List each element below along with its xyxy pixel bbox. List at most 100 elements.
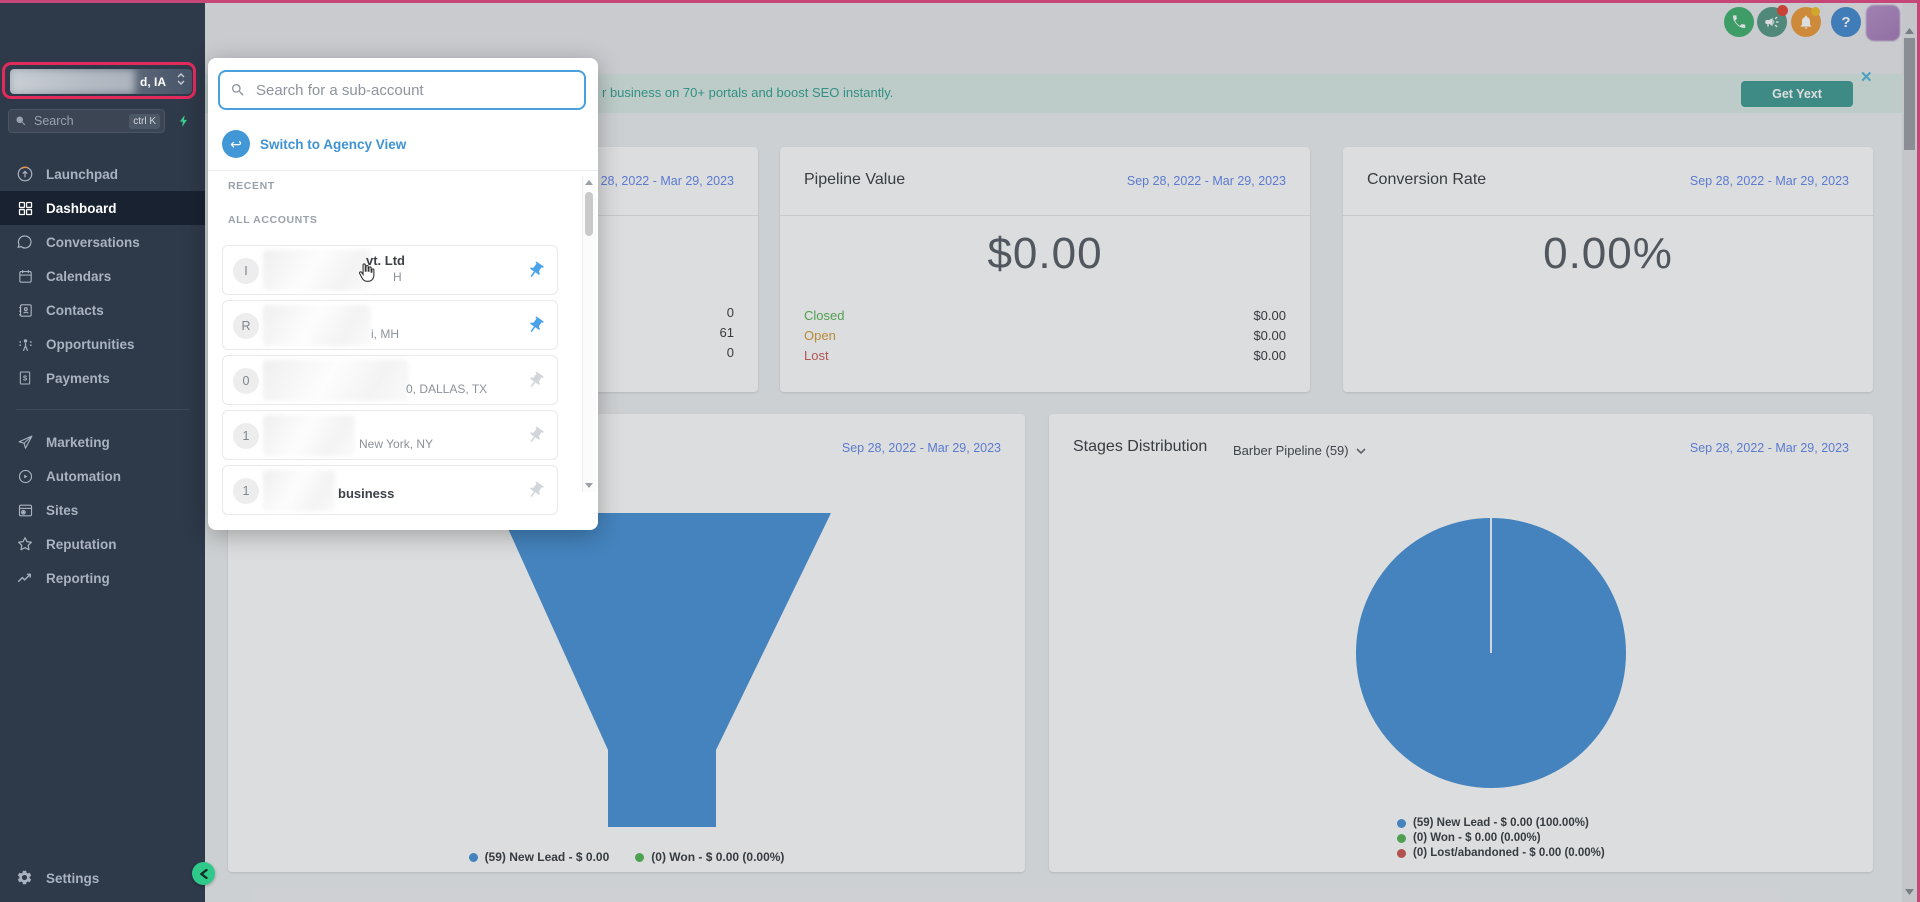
scrollbar-thumb[interactable]: [1904, 38, 1915, 150]
search-input[interactable]: [32, 113, 130, 129]
legend-item: (0) Won - $ 0.00 (0.00%): [1397, 832, 1605, 844]
sidebar-item-marketing[interactable]: Marketing: [0, 425, 205, 459]
card-header: Sep 28, 2022 - Mar 29, 2023: [228, 414, 1025, 482]
subaccount-search-input[interactable]: [254, 80, 574, 100]
status-label: Closed: [804, 307, 845, 323]
notifications-badge: [1811, 7, 1820, 16]
scroll-up-icon[interactable]: [1905, 28, 1914, 34]
payments-icon: $: [16, 369, 34, 387]
sidebar-item-opportunities[interactable]: Opportunities: [0, 327, 205, 361]
phone-icon[interactable]: [1724, 7, 1754, 37]
account-list-item[interactable]: 0 0, DALLAS, TX: [222, 355, 558, 405]
pie-chart: [1356, 518, 1626, 788]
sidebar-item-contacts[interactable]: Contacts: [0, 293, 205, 327]
sidebar-item-automation[interactable]: Automation: [0, 459, 205, 493]
legend-dot: [468, 852, 478, 862]
phone-glyph: [1733, 15, 1746, 28]
scroll-down-icon[interactable]: [585, 483, 593, 488]
banner-close-icon[interactable]: ✕: [1860, 69, 1873, 86]
browser-globe-icon: [16, 501, 34, 519]
legend-item: (59) New Lead - $ 0.00: [468, 850, 609, 864]
sidebar-search[interactable]: ctrl K: [8, 109, 165, 133]
sidebar-item-label: Contacts: [46, 302, 104, 318]
account-list-item[interactable]: R i, MH: [222, 300, 558, 350]
sidebar-item-label: Conversations: [46, 234, 140, 250]
count-row: 61: [719, 325, 734, 340]
account-list-item[interactable]: 1 New York, NY: [222, 410, 558, 460]
megaphone-glyph: [1765, 16, 1779, 28]
pin-icon[interactable]: [526, 316, 545, 335]
sidebar: d, IA ctrl K Launchpad Dashboard: [0, 0, 205, 902]
play-circle-icon: [16, 467, 34, 485]
notifications-icon[interactable]: [1791, 7, 1821, 37]
sidebar-collapse-button[interactable]: [192, 862, 215, 885]
date-range[interactable]: Sep 28, 2022 - Mar 29, 2023: [1126, 174, 1286, 188]
pipeline-selector[interactable]: Barber Pipeline (59): [1233, 443, 1366, 458]
subaccount-search[interactable]: [218, 70, 586, 110]
account-selector-chevrons: [177, 73, 185, 85]
scroll-down-icon[interactable]: [1905, 889, 1914, 895]
status-row: Lost $0.00: [804, 345, 1286, 365]
date-range[interactable]: Sep 28, 2022 - Mar 29, 2023: [574, 174, 734, 188]
sidebar-item-dashboard[interactable]: Dashboard: [0, 191, 205, 225]
date-range[interactable]: Sep 28, 2022 - Mar 29, 2023: [1689, 441, 1849, 455]
pin-icon[interactable]: [526, 481, 545, 500]
dropdown-scrollbar[interactable]: [582, 176, 596, 492]
switch-to-agency-link[interactable]: ↩ Switch to Agency View: [222, 130, 406, 158]
pin-icon[interactable]: [526, 261, 545, 280]
account-avatar: 0: [233, 368, 259, 394]
sidebar-item-label: Reporting: [46, 570, 110, 586]
legend-label: (59) New Lead - $ 0.00 (100.00%): [1413, 817, 1589, 829]
opportunities-icon: [16, 335, 34, 353]
card-header: Conversion Rate Sep 28, 2022 - Mar 29, 2…: [1343, 147, 1873, 216]
chevron-left-icon: [199, 868, 208, 879]
account-avatar: I: [233, 258, 259, 284]
legend-label: (0) Won - $ 0.00 (0.00%): [1413, 832, 1541, 844]
legend-dot: [1397, 848, 1406, 858]
legend-item: (0) Won - $ 0.00 (0.00%): [635, 850, 784, 864]
annotation-highlight-box: [2, 62, 196, 99]
scroll-up-icon[interactable]: [585, 180, 593, 185]
sidebar-item-settings[interactable]: Settings: [0, 861, 205, 895]
pin-icon[interactable]: [526, 426, 545, 445]
announcements-badge: [1777, 5, 1788, 16]
scrollbar-thumb[interactable]: [585, 192, 593, 236]
account-list-item[interactable]: I vt. Ltd H: [222, 245, 558, 295]
account-list-item[interactable]: 1 business: [222, 465, 558, 515]
address-book-icon: [16, 301, 34, 319]
date-range[interactable]: Sep 28, 2022 - Mar 29, 2023: [841, 441, 1001, 455]
back-arrow-icon: ↩: [222, 130, 250, 158]
account-avatar: 1: [233, 478, 259, 504]
account-selector[interactable]: d, IA: [10, 69, 192, 94]
pipeline-selector-value: Barber Pipeline (59): [1233, 443, 1349, 458]
page-scrollbar[interactable]: [1902, 0, 1917, 902]
count-row: 0: [726, 345, 734, 360]
pin-icon[interactable]: [526, 371, 545, 390]
help-icon[interactable]: ?: [1831, 7, 1861, 37]
sidebar-item-calendars[interactable]: Calendars: [0, 259, 205, 293]
sidebar-item-launchpad[interactable]: Launchpad: [0, 157, 205, 191]
account-location-fragment: i, MH: [371, 327, 399, 341]
status-row: Closed $0.00: [804, 305, 1286, 325]
legend-item: (0) Lost/abandoned - $ 0.00 (0.00%): [1397, 847, 1605, 859]
chevron-down-icon: [177, 80, 185, 85]
account-selector-label: d, IA: [140, 75, 166, 89]
get-yext-button[interactable]: Get Yext: [1741, 81, 1853, 107]
sidebar-item-label: Settings: [46, 870, 100, 886]
announcements-icon[interactable]: [1757, 5, 1788, 37]
date-range[interactable]: Sep 28, 2022 - Mar 29, 2023: [1689, 174, 1849, 188]
sidebar-item-sites[interactable]: Sites: [0, 493, 205, 527]
legend-dot: [635, 852, 645, 862]
sidebar-item-reporting[interactable]: Reporting: [0, 561, 205, 595]
user-avatar[interactable]: [1866, 5, 1900, 41]
redacted-text: [263, 250, 371, 291]
quick-actions-button[interactable]: [172, 109, 196, 133]
lightning-icon: [179, 115, 187, 127]
star-icon: [16, 535, 34, 553]
sidebar-item-conversations[interactable]: Conversations: [0, 225, 205, 259]
sidebar-item-reputation[interactable]: Reputation: [0, 527, 205, 561]
card-header: Stages Distribution Barber Pipeline (59)…: [1049, 414, 1873, 482]
sidebar-item-payments[interactable]: $ Payments: [0, 361, 205, 395]
opportunity-counts: 0 61 0: [252, 305, 734, 365]
pie-legend: (59) New Lead - $ 0.00 (100.00%) (0) Won…: [1397, 817, 1605, 862]
